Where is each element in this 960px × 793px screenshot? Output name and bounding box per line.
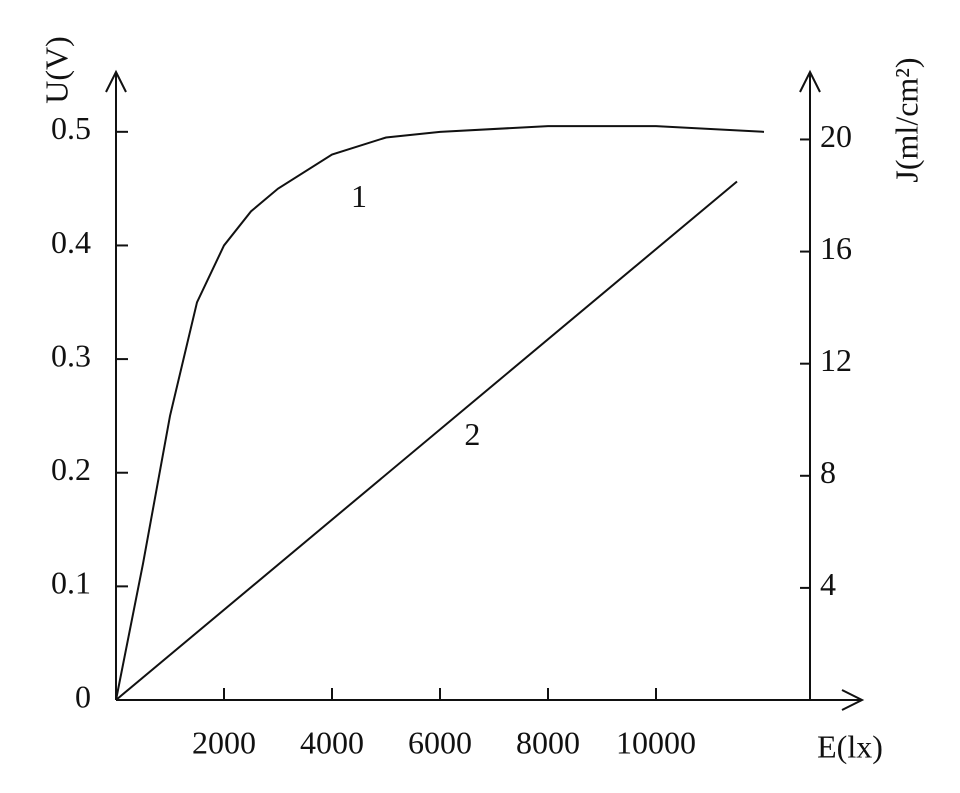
x-tick-label: 10000 (616, 724, 696, 760)
y-axis-arrow (105, 69, 127, 93)
y-tick-label: 0.2 (51, 451, 91, 487)
y-tick-label: 0 (75, 678, 91, 714)
y-tick-label: 0.4 (51, 224, 91, 260)
series-label: 2 (464, 416, 480, 452)
x-tick-label: 2000 (192, 724, 256, 760)
x-tick-label: 4000 (300, 724, 364, 760)
y2-tick-label: 8 (820, 454, 836, 490)
series-line (115, 180, 738, 701)
y-axis-title: U(V) (38, 36, 74, 104)
y2-tick-label: 20 (820, 118, 852, 154)
x-axis-arrow (841, 689, 865, 711)
y-tick-label: 0.5 (51, 110, 91, 146)
y2-tick-label: 4 (820, 566, 836, 602)
x-tick-label: 6000 (408, 724, 472, 760)
series-label: 1 (351, 178, 367, 214)
y2-tick-label: 12 (820, 342, 852, 378)
y2-axis-title: J(ml/cm²) (888, 57, 924, 182)
y2-axis-arrow (799, 69, 821, 93)
y-tick-label: 0.1 (51, 565, 91, 601)
y-tick-label: 0.3 (51, 337, 91, 373)
y2-tick-label: 16 (820, 230, 852, 266)
series-line (115, 125, 765, 701)
x-axis-title: E(lx) (817, 728, 883, 764)
x-tick-label: 8000 (516, 724, 580, 760)
